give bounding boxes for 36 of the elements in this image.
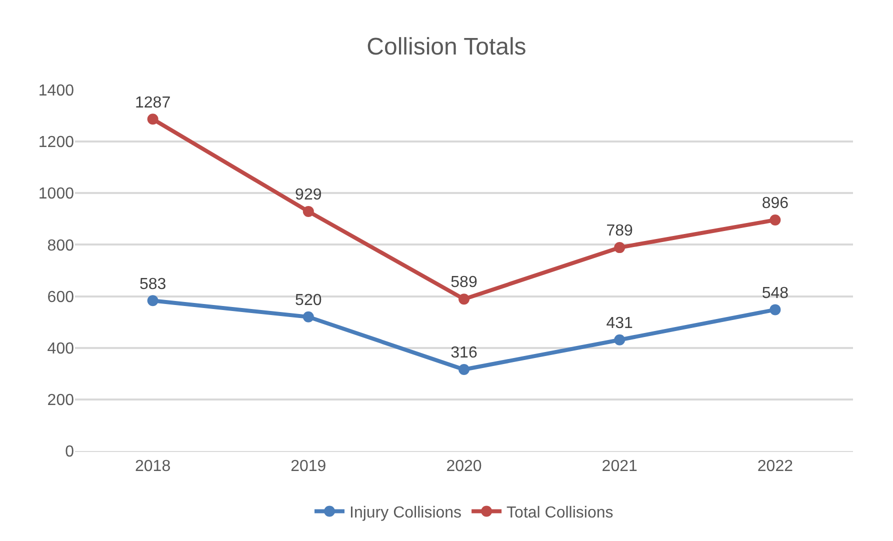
legend-label: Injury Collisions — [350, 504, 462, 522]
data-label: 548 — [762, 284, 789, 302]
point — [770, 214, 781, 226]
y-tick-label: 600 — [47, 288, 74, 306]
point — [302, 206, 314, 217]
data-label: 520 — [295, 292, 322, 310]
data-label: 789 — [606, 222, 634, 240]
point — [147, 295, 158, 306]
point — [770, 304, 781, 316]
y-tick-label: 1200 — [38, 134, 74, 152]
chart-title: Collision Totals — [366, 34, 526, 61]
y-tick-label: 800 — [47, 237, 74, 254]
data-label: 896 — [762, 195, 789, 212]
x-tick-label: 2019 — [290, 458, 326, 476]
data-label: 929 — [295, 186, 322, 204]
y-tick-label: 0 — [65, 444, 74, 461]
y-tick-label: 200 — [47, 392, 74, 410]
point — [614, 334, 626, 346]
data-label: 316 — [450, 344, 478, 362]
point — [302, 311, 314, 322]
point — [147, 114, 158, 125]
x-tick-label: 2018 — [135, 458, 171, 476]
x-tick-label: 2020 — [446, 458, 482, 476]
y-tick-label: 1400 — [38, 82, 74, 100]
x-tick-label: 2021 — [602, 458, 638, 476]
point — [614, 242, 626, 254]
data-label: 431 — [606, 314, 634, 332]
point — [458, 294, 470, 305]
data-label: 1287 — [135, 94, 171, 112]
y-tick-label: 400 — [47, 340, 74, 358]
x-tick-label: 2022 — [757, 458, 794, 476]
legend-label: Total Collisions — [506, 504, 614, 522]
y-tick-label: 1000 — [38, 186, 74, 203]
data-label: 589 — [450, 274, 478, 292]
data-label: 583 — [139, 276, 166, 293]
point — [458, 364, 470, 376]
